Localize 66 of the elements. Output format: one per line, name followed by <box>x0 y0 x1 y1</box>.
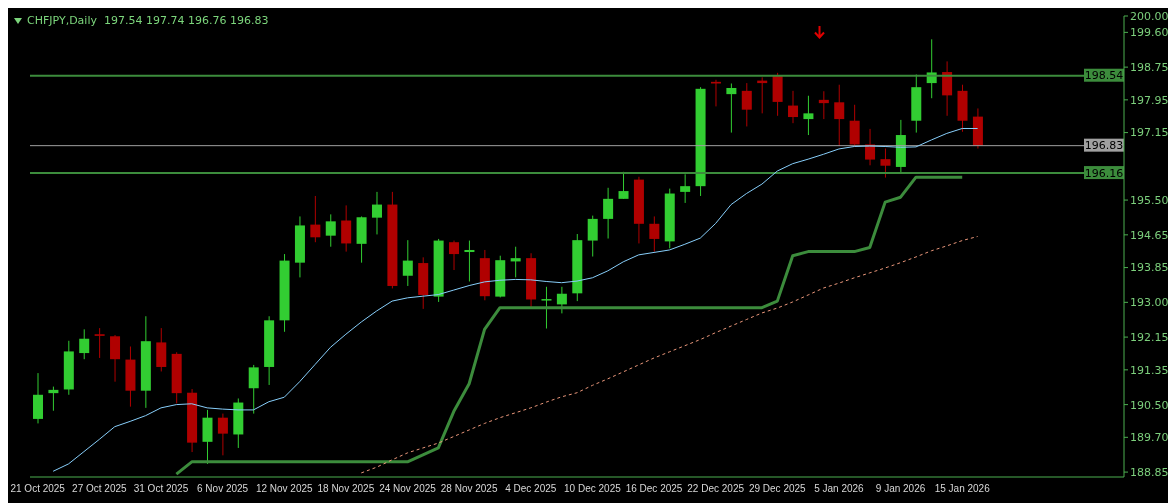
candlestick <box>803 95 814 136</box>
y-tick-label: 191.35 <box>1130 363 1169 377</box>
candlestick <box>818 90 829 120</box>
x-tick-label: 28 Nov 2025 <box>440 483 498 495</box>
y-tick-label: 193.00 <box>1130 296 1169 310</box>
candlestick <box>618 171 629 200</box>
x-tick-label: 31 Oct 2025 <box>133 483 189 495</box>
candlestick <box>541 286 552 330</box>
candlestick <box>680 173 691 204</box>
candlestick <box>94 327 105 359</box>
x-tick-label: 9 Jan 2026 <box>875 483 926 495</box>
ref-line-label: 196.16 <box>1084 166 1124 180</box>
line-series <box>174 175 964 476</box>
y-tick-label: 189.70 <box>1130 431 1169 445</box>
ref-line-label: 196.83 <box>1084 139 1124 153</box>
x-tick-label: 6 Nov 2025 <box>197 483 249 495</box>
y-tick-label: 200.00 <box>1130 9 1169 23</box>
x-tick-label: 27 Oct 2025 <box>72 483 128 495</box>
candlestick <box>449 240 460 271</box>
candlestick <box>79 328 90 360</box>
candlestick <box>371 191 382 235</box>
y-tick-label: 192.15 <box>1130 331 1169 345</box>
candlestick <box>726 82 737 134</box>
candlestick <box>217 413 228 456</box>
candlestick <box>788 90 799 124</box>
candlestick <box>464 240 475 282</box>
x-tick-label: 22 Dec 2025 <box>687 483 745 495</box>
candlestick <box>942 60 953 117</box>
candlestick <box>834 84 845 147</box>
candlestick <box>603 187 614 240</box>
candlestick <box>325 213 336 248</box>
x-tick-label: 18 Nov 2025 <box>317 483 375 495</box>
chart-title: CHFJPY,Daily 197.54 197.74 196.76 196.83 <box>27 14 269 27</box>
line-series <box>360 235 979 474</box>
candlestick <box>880 148 891 179</box>
y-tick-label: 199.60 <box>1130 26 1169 40</box>
candlestick <box>649 215 660 253</box>
candlestick <box>110 334 121 383</box>
y-tick-label: 197.95 <box>1130 93 1169 107</box>
candlestick <box>849 104 860 148</box>
candlestick <box>587 215 598 258</box>
x-tick-label: 16 Dec 2025 <box>625 483 683 495</box>
candlestick <box>510 246 521 278</box>
y-tick-label: 198.75 <box>1130 61 1169 75</box>
ref-line-label: 198.54 <box>1084 69 1124 83</box>
x-tick-label: 15 Jan 2026 <box>934 483 991 495</box>
x-tick-label: 10 Dec 2025 <box>564 483 622 495</box>
x-tick-label: 21 Oct 2025 <box>10 483 66 495</box>
x-tick-label: 4 Dec 2025 <box>505 483 557 495</box>
y-tick-label: 193.85 <box>1130 261 1169 275</box>
candlestick <box>310 195 321 243</box>
x-tick-label: 12 Nov 2025 <box>255 483 314 495</box>
x-tick-label: 5 Jan 2026 <box>814 483 865 495</box>
y-tick-label: 195.50 <box>1130 193 1169 207</box>
candlestick <box>341 204 352 253</box>
candlestick <box>402 239 413 287</box>
candlestick <box>248 364 259 415</box>
x-tick-label: 29 Dec 2025 <box>748 483 807 495</box>
y-tick-label: 188.85 <box>1130 466 1169 479</box>
candlestick <box>48 386 59 412</box>
candlestick <box>556 286 567 314</box>
candlestick <box>741 82 752 127</box>
y-tick-label: 194.65 <box>1130 228 1169 242</box>
y-tick-label: 190.50 <box>1130 398 1169 412</box>
y-tick-label: 197.15 <box>1130 126 1169 140</box>
x-tick-label: 24 Nov 2025 <box>379 483 437 495</box>
